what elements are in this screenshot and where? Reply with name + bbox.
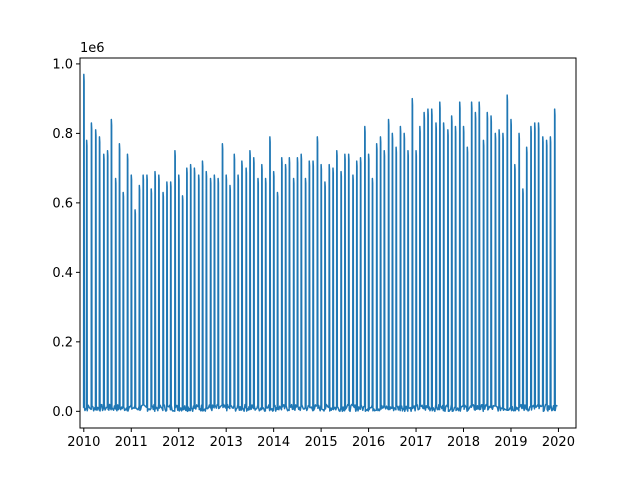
x-tick-label: 2014 (257, 435, 290, 450)
x-tick-label: 2016 (352, 435, 385, 450)
y-axis-ticks: 0.0 0.2 0.4 0.6 0.8 1.0 (52, 57, 80, 420)
y-tick-label: 0.0 (52, 405, 73, 420)
y-axis-offset-label: 1e6 (80, 41, 105, 56)
x-tick-label: 2018 (447, 435, 480, 450)
x-tick-label: 2012 (162, 435, 195, 450)
x-tick-label: 2010 (67, 435, 100, 450)
axis-layer (79, 57, 577, 429)
x-tick-label: 2015 (305, 435, 338, 450)
series-line (82, 73, 558, 413)
x-tick-label: 2019 (494, 435, 527, 450)
x-tick-label: 2013 (210, 435, 243, 450)
x-tick-label: 2020 (542, 435, 575, 450)
x-axis-ticks: 2010 2011 2012 2013 2014 2015 2016 2017 2018 2019… (67, 428, 575, 450)
y-tick-label: 0.2 (52, 335, 73, 350)
y-tick-label: 1.0 (52, 57, 73, 72)
x-tick-label: 2011 (115, 435, 148, 450)
y-tick-label: 0.4 (52, 266, 73, 281)
x-tick-label: 2017 (399, 435, 432, 450)
axes-frame (79, 57, 577, 429)
y-tick-label: 0.8 (52, 127, 73, 142)
y-tick-label: 0.6 (52, 196, 73, 211)
series-layer (82, 73, 558, 413)
